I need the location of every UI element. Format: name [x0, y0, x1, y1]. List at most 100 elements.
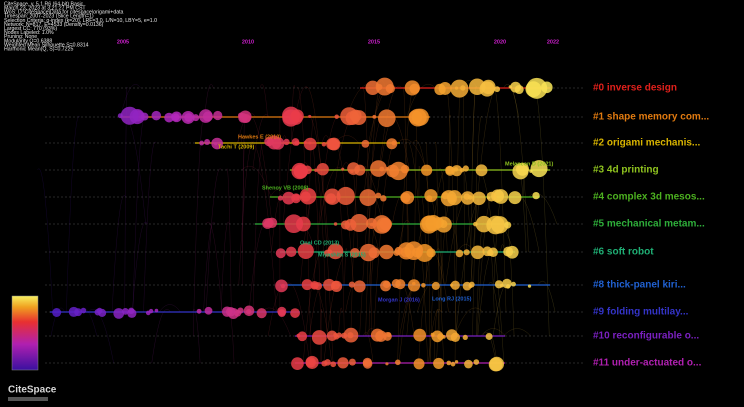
- edge: [242, 141, 246, 286]
- edge: [532, 86, 550, 337]
- edge: [205, 168, 222, 313]
- node: [299, 187, 317, 205]
- edge: [517, 167, 527, 253]
- year-label: 2020: [494, 39, 506, 45]
- edge: [417, 280, 442, 313]
- node: [486, 191, 497, 202]
- edge: [66, 115, 81, 313]
- header-line: March 23, 2023 at 3:21:27 PM CST: [4, 5, 86, 11]
- year-label: 2022: [547, 39, 559, 45]
- node: [196, 308, 202, 314]
- node: [450, 361, 456, 367]
- year-label: 2010: [242, 39, 254, 45]
- node: [290, 109, 304, 123]
- node: [333, 332, 338, 338]
- node: [204, 139, 211, 145]
- node: [113, 308, 125, 319]
- node-label: Hawkes E (2010): [238, 134, 281, 140]
- node: [277, 195, 283, 201]
- node: [311, 330, 327, 345]
- edge: [226, 168, 232, 313]
- node: [411, 108, 429, 126]
- node: [393, 249, 400, 256]
- cluster-label: #2 origami mechanis...: [593, 138, 700, 149]
- edge: [132, 222, 148, 313]
- edge: [333, 114, 359, 198]
- edge: [205, 222, 223, 313]
- node: [486, 215, 505, 235]
- node: [204, 306, 213, 315]
- node: [285, 246, 297, 258]
- header-line: Weighted Mean Silhouette S=0.8314: [4, 42, 89, 48]
- node: [470, 245, 485, 260]
- node: [361, 139, 370, 148]
- node: [463, 249, 470, 256]
- node-label: Morgan J (2016): [378, 297, 420, 303]
- node: [336, 186, 355, 206]
- node: [256, 308, 267, 319]
- node: [350, 248, 360, 258]
- node: [377, 109, 396, 128]
- edge: [420, 195, 428, 286]
- edge: [344, 248, 347, 286]
- node: [323, 249, 332, 257]
- node: [151, 110, 162, 121]
- edge: [220, 222, 230, 313]
- node: [375, 77, 394, 96]
- node: [171, 111, 182, 123]
- edge: [397, 87, 416, 364]
- node-label: Melancon D (2021): [505, 161, 553, 167]
- node: [359, 189, 377, 207]
- edge: [252, 114, 270, 171]
- header-line: Harmonic Mean(Q, S)=0.7225: [4, 46, 73, 52]
- node: [510, 81, 521, 93]
- node: [120, 106, 139, 125]
- node: [140, 112, 149, 121]
- cluster-label: #1 shape memory com...: [593, 112, 709, 123]
- edge: [477, 250, 496, 337]
- edge: [429, 282, 436, 364]
- node: [487, 249, 494, 257]
- edge: [291, 85, 296, 144]
- node: [386, 138, 398, 150]
- node: [348, 358, 356, 366]
- node: [291, 162, 308, 180]
- node: [431, 281, 440, 290]
- edge: [248, 222, 269, 313]
- edge: [378, 85, 403, 171]
- node: [282, 191, 296, 205]
- node: [382, 280, 391, 289]
- node: [334, 114, 339, 119]
- node: [462, 165, 469, 172]
- edge: [445, 195, 474, 286]
- node: [505, 245, 519, 259]
- node: [337, 357, 349, 369]
- node: [234, 309, 242, 317]
- edge: [203, 222, 216, 313]
- edge: [462, 86, 465, 286]
- header-line: Selection Criteria: g-index (k=20), LRF=…: [4, 18, 157, 24]
- edge: [120, 83, 141, 118]
- node: [199, 140, 205, 146]
- node-label: Miyashita S (2015): [318, 252, 366, 258]
- node: [370, 160, 387, 177]
- node: [472, 191, 486, 206]
- edge: [537, 280, 556, 313]
- node: [324, 188, 341, 205]
- node: [413, 358, 425, 370]
- edge: [305, 87, 334, 364]
- edge: [448, 114, 451, 198]
- node: [291, 357, 304, 370]
- edge: [37, 168, 53, 313]
- node: [508, 191, 522, 205]
- edge: [320, 309, 322, 364]
- edge: [438, 167, 448, 253]
- edge: [489, 249, 495, 313]
- edge: [412, 140, 430, 198]
- node: [425, 214, 442, 232]
- node: [505, 284, 511, 289]
- node: [445, 165, 454, 175]
- node: [350, 169, 354, 174]
- cluster-label: #5 mechanical metam...: [593, 219, 705, 230]
